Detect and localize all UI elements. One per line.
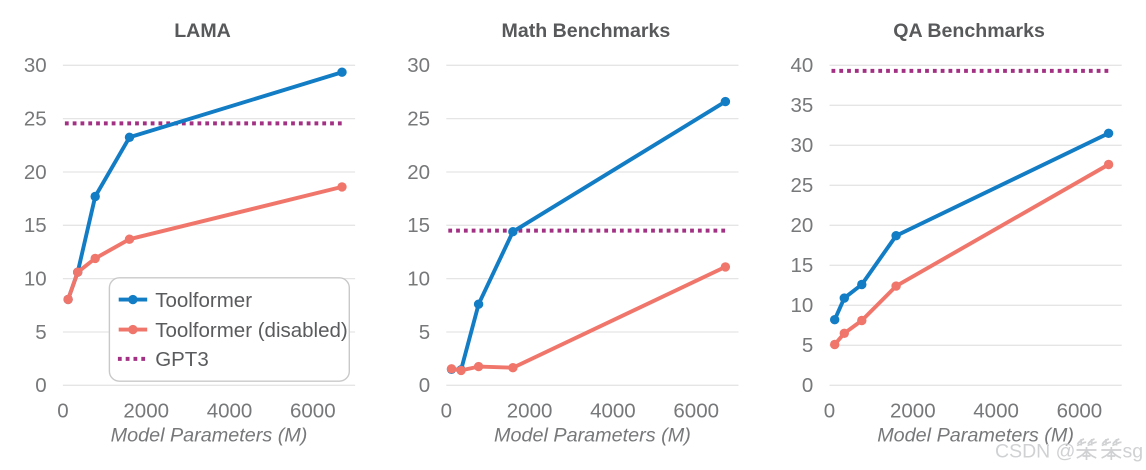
svg-text:4000: 4000 xyxy=(973,400,1019,423)
svg-text:40: 40 xyxy=(790,54,813,77)
svg-text:2000: 2000 xyxy=(123,400,169,423)
svg-text:10: 10 xyxy=(24,268,47,291)
svg-text:Model Parameters (M): Model Parameters (M) xyxy=(111,425,308,447)
svg-text:20: 20 xyxy=(407,161,430,184)
svg-text:0: 0 xyxy=(419,374,430,397)
svg-text:15: 15 xyxy=(790,254,813,277)
svg-text:Toolformer: Toolformer xyxy=(155,289,252,312)
svg-text:4000: 4000 xyxy=(590,400,636,423)
svg-text:30: 30 xyxy=(24,54,47,77)
svg-text:CSDN @: CSDN @ xyxy=(995,441,1075,463)
svg-text:0: 0 xyxy=(824,400,835,423)
svg-text:2000: 2000 xyxy=(507,400,553,423)
svg-text:Model Parameters (M): Model Parameters (M) xyxy=(877,425,1074,447)
svg-text:25: 25 xyxy=(407,108,430,131)
svg-text:0: 0 xyxy=(35,374,46,397)
svg-text:5: 5 xyxy=(419,321,430,344)
svg-text:25: 25 xyxy=(790,174,813,197)
svg-text:10: 10 xyxy=(790,294,813,317)
svg-text:LAMA: LAMA xyxy=(174,20,231,42)
svg-text:Math Benchmarks: Math Benchmarks xyxy=(502,20,671,42)
svg-text:sg: sg xyxy=(1123,441,1144,463)
svg-text:15: 15 xyxy=(24,214,47,237)
svg-text:30: 30 xyxy=(790,134,813,157)
svg-text:Toolformer (disabled): Toolformer (disabled) xyxy=(155,319,348,342)
svg-text:30: 30 xyxy=(407,54,430,77)
svg-text:0: 0 xyxy=(57,400,68,423)
svg-text:6000: 6000 xyxy=(1057,400,1103,423)
svg-text:0: 0 xyxy=(802,374,813,397)
svg-text:QA Benchmarks: QA Benchmarks xyxy=(893,20,1045,42)
svg-text:20: 20 xyxy=(24,161,47,184)
svg-text:0: 0 xyxy=(441,400,452,423)
svg-text:20: 20 xyxy=(790,214,813,237)
svg-text:6000: 6000 xyxy=(673,400,719,423)
svg-text:5: 5 xyxy=(35,321,46,344)
svg-text:6000: 6000 xyxy=(290,400,336,423)
svg-text:4000: 4000 xyxy=(207,400,253,423)
svg-text:35: 35 xyxy=(790,94,813,117)
svg-text:10: 10 xyxy=(407,268,430,291)
svg-text:Model Parameters (M): Model Parameters (M) xyxy=(494,425,691,447)
svg-text:15: 15 xyxy=(407,214,430,237)
svg-text:25: 25 xyxy=(24,108,47,131)
svg-text:GPT3: GPT3 xyxy=(155,348,209,371)
svg-text:2000: 2000 xyxy=(890,400,936,423)
svg-text:5: 5 xyxy=(802,334,813,357)
